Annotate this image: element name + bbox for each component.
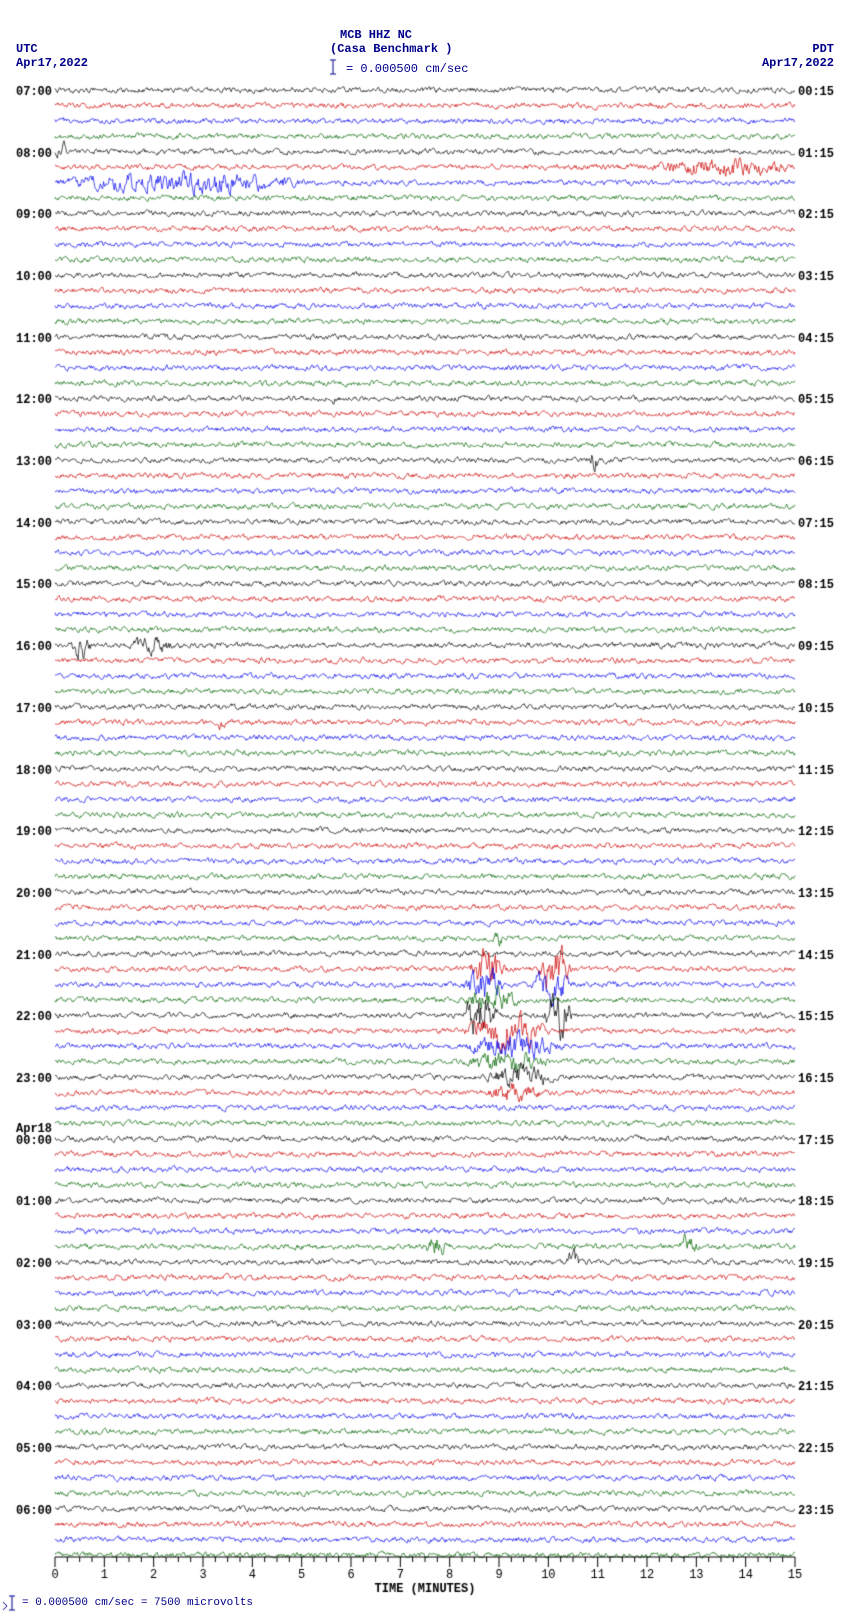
site-name: (Casa Benchmark ) [330, 42, 452, 56]
footer-scale: = 0.000500 cm/sec = 7500 microvolts [22, 1597, 253, 1609]
tz-right: PDT [812, 42, 834, 56]
tz-left: UTC [16, 42, 38, 56]
helicorder-canvas [0, 0, 850, 1613]
scale-text: = 0.000500 cm/sec [346, 62, 468, 76]
date-right: Apr17,2022 [762, 56, 834, 70]
station-id: MCB HHZ NC [340, 28, 412, 42]
helicorder-plot: MCB HHZ NC (Casa Benchmark ) = 0.000500 … [0, 0, 850, 1613]
date-left: Apr17,2022 [16, 56, 88, 70]
